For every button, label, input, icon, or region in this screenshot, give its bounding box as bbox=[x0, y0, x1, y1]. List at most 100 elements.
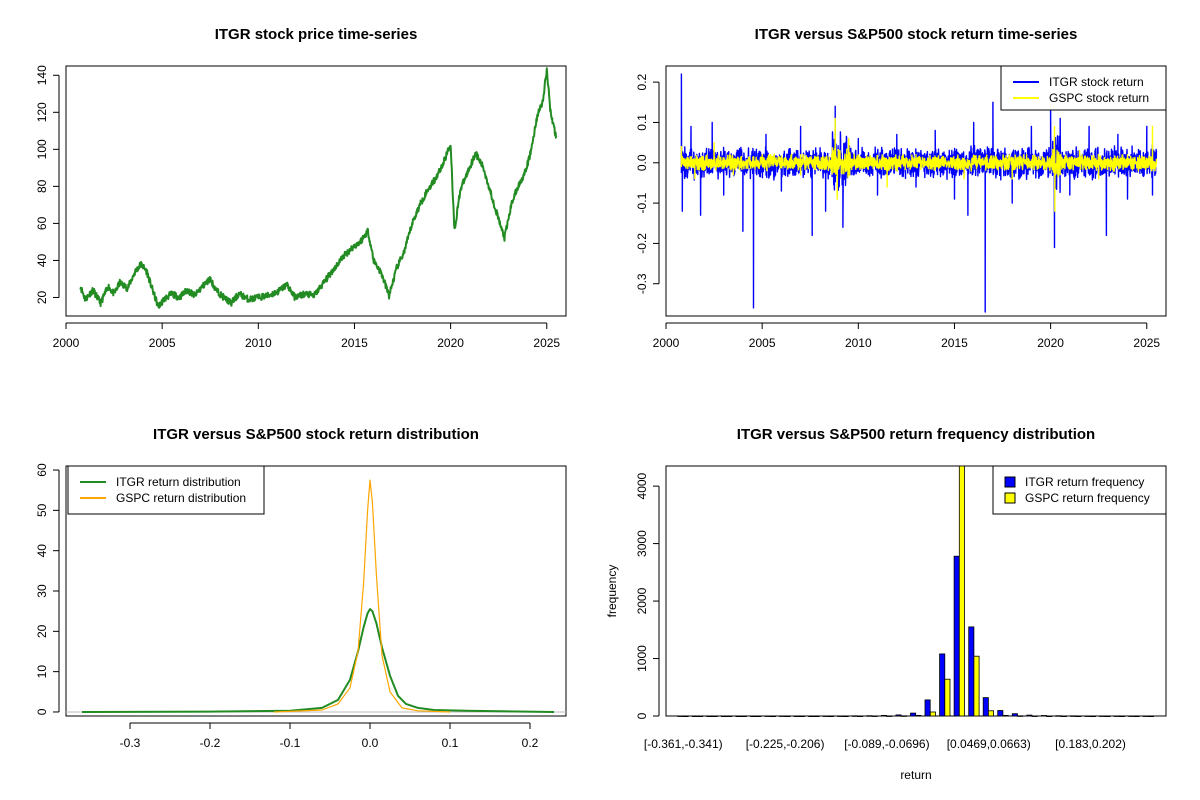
bar-gspc bbox=[973, 655, 980, 717]
bar-itgr bbox=[735, 715, 742, 718]
bar-itgr bbox=[677, 715, 684, 717]
y-axis: -0.3 -0.2 -0.1 0.0 0.1 0.2 bbox=[635, 73, 660, 294]
chart-title: ITGR versus S&P500 return frequency dist… bbox=[737, 426, 1095, 443]
bar-itgr bbox=[1041, 715, 1048, 717]
x-tick-label: 2015 bbox=[341, 336, 368, 350]
y-axis-title: frequency bbox=[605, 565, 619, 618]
bar-gspc bbox=[1075, 715, 1082, 718]
bar-gspc bbox=[798, 715, 805, 718]
legend-box bbox=[1000, 65, 1167, 111]
bar-gspc bbox=[740, 715, 747, 718]
bar-gspc bbox=[988, 710, 995, 717]
x-tick-label: 0.1 bbox=[442, 736, 459, 750]
series-gspc bbox=[680, 117, 1158, 212]
y-axis: 0 10 20 30 40 50 60 bbox=[35, 463, 60, 715]
bar-itgr bbox=[1128, 715, 1135, 717]
legend-label: ITGR return frequency bbox=[1025, 475, 1144, 489]
bar-gspc bbox=[1089, 715, 1096, 718]
legend-label: ITGR stock return bbox=[1049, 75, 1144, 89]
legend-swatch bbox=[1004, 492, 1016, 504]
bar-itgr bbox=[1055, 715, 1062, 717]
y-tick-label: 0.0 bbox=[635, 154, 649, 171]
y-tick-label: 20 bbox=[35, 624, 49, 638]
series-line bbox=[680, 117, 1158, 212]
x-axis-title: return bbox=[900, 768, 931, 782]
y-tick-label: 140 bbox=[35, 65, 49, 85]
x-axis: -0.3 -0.2 -0.1 0.0 0.1 0.2 bbox=[120, 722, 539, 750]
y-tick-label: 100 bbox=[35, 139, 49, 159]
bar-itgr bbox=[691, 715, 698, 718]
bar-itgr bbox=[706, 715, 713, 718]
x-tick-label: 2015 bbox=[941, 336, 968, 350]
bar-itgr bbox=[851, 715, 858, 717]
y-tick-label: 50 bbox=[35, 503, 49, 517]
y-axis: 20 40 60 80 100 120 140 bbox=[35, 65, 60, 304]
chart-title: ITGR versus S&P500 stock return distribu… bbox=[153, 426, 479, 443]
bar-itgr bbox=[808, 715, 815, 718]
y-tick-label: 0.2 bbox=[635, 73, 649, 90]
legend-box bbox=[67, 465, 265, 515]
legend-label: GSPC return distribution bbox=[116, 491, 246, 505]
bar-gspc bbox=[1031, 715, 1038, 717]
plot-frame bbox=[65, 65, 567, 317]
y-tick-label: 60 bbox=[35, 216, 49, 230]
bar-itgr bbox=[866, 715, 873, 717]
bar-gspc bbox=[1148, 715, 1155, 718]
bar-gspc bbox=[755, 715, 762, 718]
series-gspc bbox=[273, 479, 451, 713]
y-tick-label: -0.2 bbox=[635, 233, 649, 254]
x-tick-label: 2010 bbox=[245, 336, 272, 350]
bar-itgr bbox=[1142, 715, 1149, 717]
y-tick-label: 120 bbox=[35, 102, 49, 122]
bar-itgr bbox=[1026, 714, 1033, 717]
bar-gspc bbox=[828, 715, 835, 718]
x-axis: 2000 2005 2010 2015 2020 2025 bbox=[653, 322, 1160, 350]
bar-gspc bbox=[682, 715, 689, 718]
bar-gspc bbox=[813, 715, 820, 718]
legend-label: ITGR return distribution bbox=[116, 475, 241, 489]
plot-frame bbox=[665, 65, 1167, 317]
bar-gspc bbox=[871, 715, 878, 717]
y-tick-label: -0.1 bbox=[635, 192, 649, 213]
x-tick-label: 2000 bbox=[53, 336, 80, 350]
bar-gspc bbox=[842, 715, 849, 718]
bar-gspc bbox=[784, 715, 791, 718]
x-tick-label: 2000 bbox=[653, 336, 680, 350]
bar-gspc bbox=[886, 715, 893, 717]
bar-itgr bbox=[968, 626, 975, 717]
bar-gspc bbox=[1017, 715, 1024, 717]
x-tick-label: [-0.089,-0.0696) bbox=[844, 737, 929, 751]
y-tick-label: 20 bbox=[35, 290, 49, 304]
bar-itgr bbox=[910, 712, 917, 717]
bar-itgr bbox=[1099, 715, 1106, 717]
y-tick-label: 0.1 bbox=[635, 114, 649, 131]
bar-itgr bbox=[1011, 713, 1018, 717]
legend: ITGR return distribution GSPC return dist… bbox=[67, 465, 265, 515]
x-tick-label: 2025 bbox=[533, 336, 560, 350]
x-tick-label: -0.3 bbox=[120, 736, 141, 750]
series-itgr bbox=[81, 608, 555, 713]
bar-itgr bbox=[793, 715, 800, 718]
legend-label: GSPC stock return bbox=[1049, 91, 1149, 105]
x-tick-label: [-0.361,-0.341) bbox=[644, 737, 723, 751]
bar-itgr bbox=[895, 714, 902, 717]
x-tick-label: 2020 bbox=[1037, 336, 1064, 350]
y-tick-label: 40 bbox=[35, 544, 49, 558]
bar-gspc bbox=[697, 715, 704, 718]
bar-gspc bbox=[1104, 715, 1111, 718]
bar-itgr bbox=[779, 715, 786, 717]
legend-box bbox=[992, 465, 1167, 515]
bar-itgr bbox=[997, 710, 1004, 717]
bar-gspc bbox=[711, 715, 718, 718]
legend: ITGR return frequency GSPC return frequen… bbox=[992, 465, 1167, 515]
series-line bbox=[79, 67, 557, 309]
bar-gspc bbox=[929, 711, 936, 717]
y-tick-label: 40 bbox=[35, 253, 49, 267]
legend: ITGR stock return GSPC stock return bbox=[1000, 65, 1167, 111]
plot-frame bbox=[65, 465, 567, 717]
y-tick-label: 0 bbox=[35, 708, 49, 715]
bar-gspc bbox=[958, 465, 965, 717]
bar-gspc bbox=[1002, 715, 1009, 717]
x-tick-label: 0.2 bbox=[522, 736, 539, 750]
